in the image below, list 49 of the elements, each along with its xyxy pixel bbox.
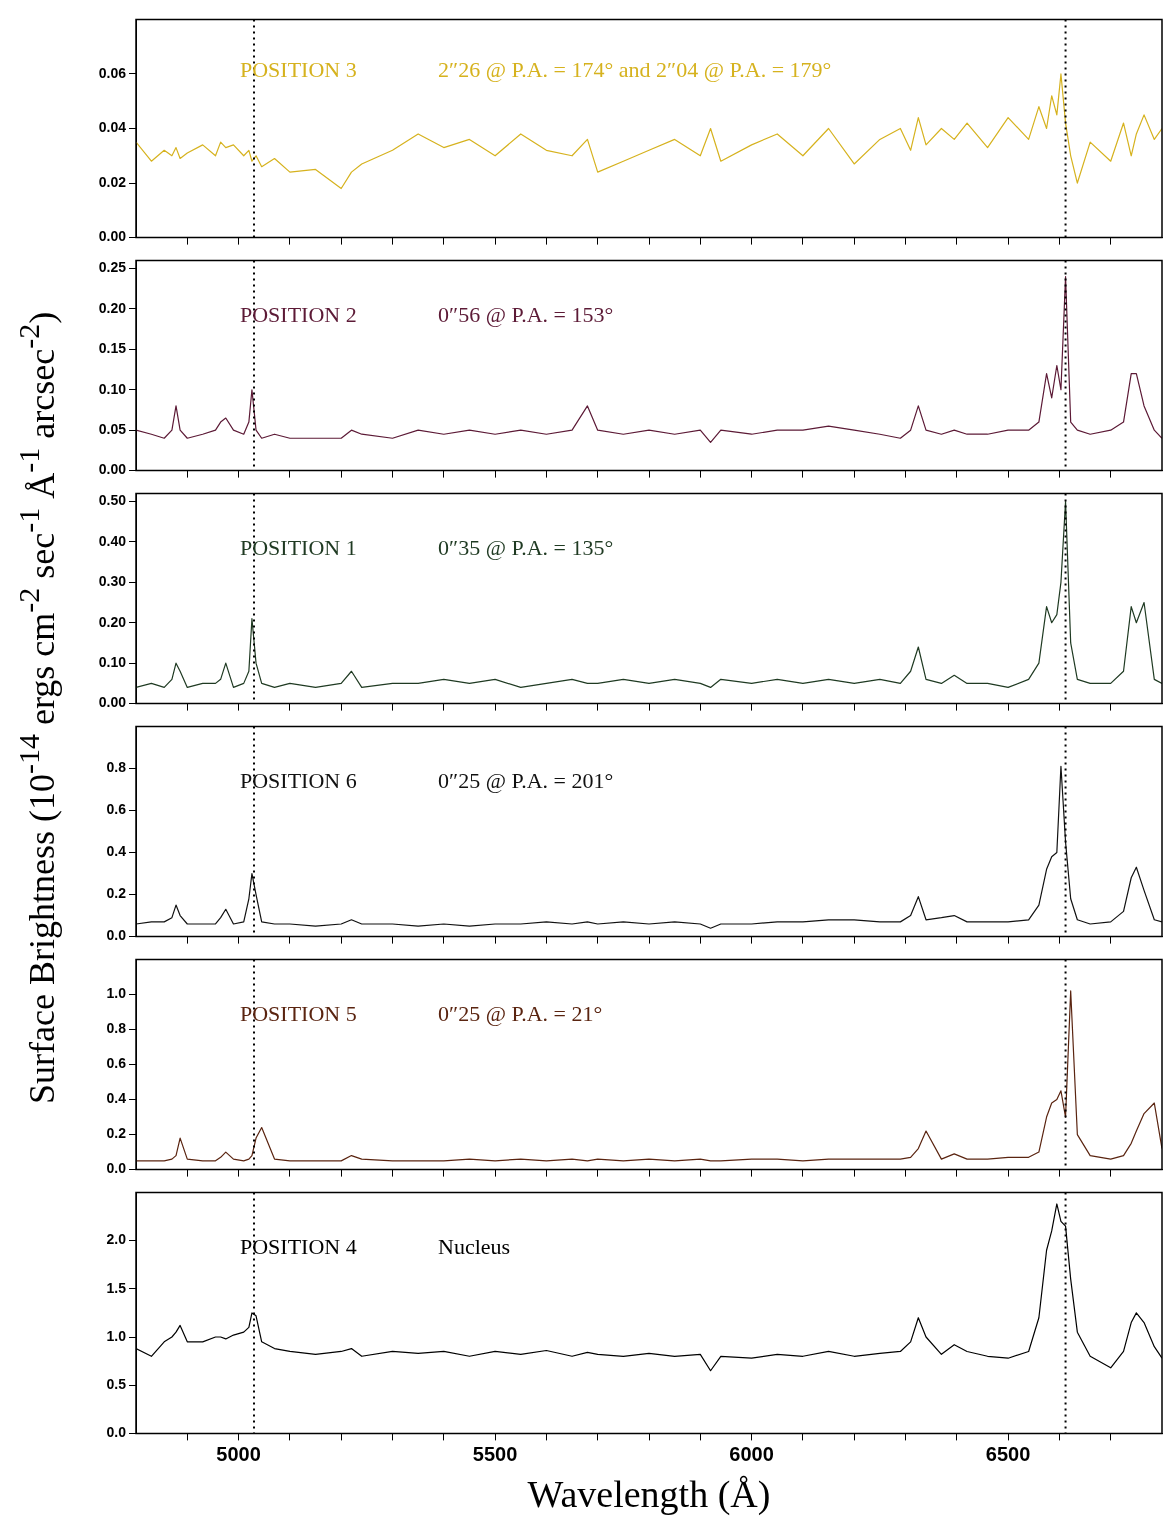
y-tick-label: 0.0 [106,1160,127,1177]
y-tick-label: 0.00 [98,694,127,711]
y-tick-label: 0.0 [106,927,127,944]
text: Nucleus [438,1234,511,1260]
text: 0″56 @ P.A. = 153° [438,302,614,328]
text: POSITION 2 [240,302,357,328]
y-tick-label: 0.4 [106,843,127,860]
text: 0″35 @ P.A. = 135° [438,535,614,561]
y-tick-label: 0.40 [98,532,127,549]
text: POSITION 3 [240,57,357,83]
y-tick-label: 0.6 [106,801,127,818]
text: POSITION 6 [240,768,357,794]
y-tick-label: 0.0 [106,1424,127,1441]
text: 2″26 @ P.A. = 174° and 2″04 @ P.A. = 179° [438,57,832,83]
text: POSITION 4 [240,1234,357,1260]
text: 0″25 @ P.A. = 21° [438,1001,603,1027]
y-tick-label: 0.25 [98,259,127,276]
y-tick-label: 1.0 [106,1327,127,1344]
y-tick-label: 0.00 [98,228,127,245]
y-tick-label: 0.05 [98,421,127,438]
x-axis-title: Wavelength (Å) [527,1473,771,1517]
y-tick-label: 0.00 [98,461,127,478]
y-tick-label: 0.5 [106,1376,127,1393]
y-tick-label: 0.06 [98,64,127,81]
y-tick-label: 0.20 [98,299,127,316]
y-tick-label: 0.4 [106,1090,127,1107]
y-tick-label: 0.20 [98,613,127,630]
y-tick-label: 0.2 [106,1125,127,1142]
x-tick-label: 5500 [472,1442,518,1465]
y-tick-label: 0.30 [98,573,127,590]
y-tick-label: 2.0 [106,1231,127,1248]
text: 0″25 @ P.A. = 201° [438,768,614,794]
x-tick-label: 5000 [216,1442,261,1465]
y-tick-label: 0.10 [98,380,127,397]
y-tick-label: 0.8 [106,1020,127,1037]
y-tick-label: 1.0 [106,985,127,1002]
y-tick-label: 0.50 [98,492,127,509]
y-tick-label: 1.5 [106,1279,127,1296]
y-tick-label: 0.02 [98,173,127,190]
text: POSITION 5 [240,1001,357,1027]
y-tick-label: 0.15 [98,340,127,357]
x-tick-label: 6000 [729,1442,774,1465]
y-tick-label: 0.6 [106,1055,127,1072]
y-tick-label: 0.10 [98,654,127,671]
y-tick-label: 0.8 [106,759,127,776]
y-tick-label: 0.04 [98,119,127,136]
y-tick-label: 0.2 [106,885,127,902]
x-tick-label: 6500 [985,1442,1031,1465]
text: POSITION 1 [240,535,357,561]
